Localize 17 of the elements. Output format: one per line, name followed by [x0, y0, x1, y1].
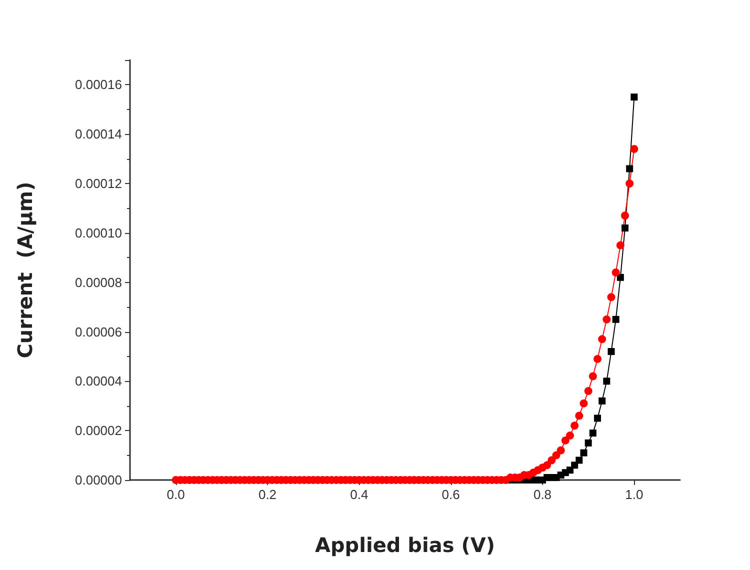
x-tick-label: 0.0 [166, 487, 185, 502]
y-tick-label: 0.00002 [75, 423, 122, 438]
y-tick-label: 0.00010 [75, 225, 122, 240]
y-tick-label: 0.00012 [75, 176, 122, 192]
y-tick-label: 0.00014 [75, 126, 122, 142]
x-tick-label: 0.2 [258, 487, 277, 502]
x-axis-title: Applied bias (V) [315, 533, 495, 557]
y-axis-title: Current (A/μm) [13, 182, 37, 358]
y-tick-label: 0.00016 [75, 77, 122, 92]
y-tick-label: 0.00000 [75, 472, 122, 488]
x-tick-label: 1.0 [625, 487, 644, 502]
x-tick-label: 0.8 [533, 487, 552, 502]
x-tick-label: 0.6 [442, 487, 460, 502]
x-tick-label: 0.4 [350, 487, 368, 502]
y-tick-label: 0.00006 [75, 324, 122, 340]
y-tick-label: 0.00004 [75, 374, 122, 389]
y-tick-label: 0.00008 [75, 274, 122, 290]
